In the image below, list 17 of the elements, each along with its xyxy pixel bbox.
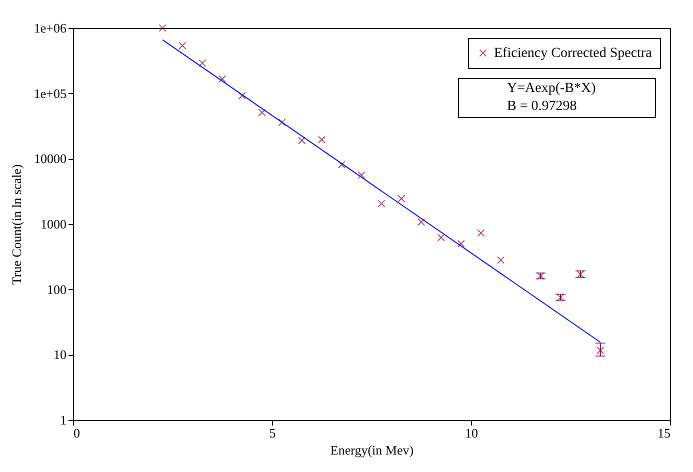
y-tick-label: 10000 <box>34 151 66 166</box>
x-tick-label: 15 <box>658 426 670 440</box>
x-tick-label: 10 <box>465 426 478 440</box>
x-tick-label: 0 <box>74 426 80 440</box>
y-tick-label: 100 <box>47 282 66 297</box>
y-tick-label: 1000 <box>40 216 66 232</box>
x-axis-title: Energy(in Mev) <box>330 442 414 458</box>
x-tick-label: 5 <box>269 426 276 440</box>
y-tick-label: 1 <box>60 412 66 428</box>
annotation: B = 0.97298 <box>506 98 578 116</box>
legend-label: Eficiency Corrected Spectra <box>494 46 653 61</box>
y-tick-label: 10 <box>54 347 66 362</box>
annotation: Y=Aexp(-B*X) <box>506 80 597 98</box>
y-tick-label: 1e+06 <box>34 20 67 36</box>
y-axis-title: True Count(in ln scale) <box>8 164 24 285</box>
note-box: Y=Aexp(-B*X) B = 0.97298 <box>458 78 656 118</box>
y-tick-label: 1e+05 <box>34 86 66 101</box>
